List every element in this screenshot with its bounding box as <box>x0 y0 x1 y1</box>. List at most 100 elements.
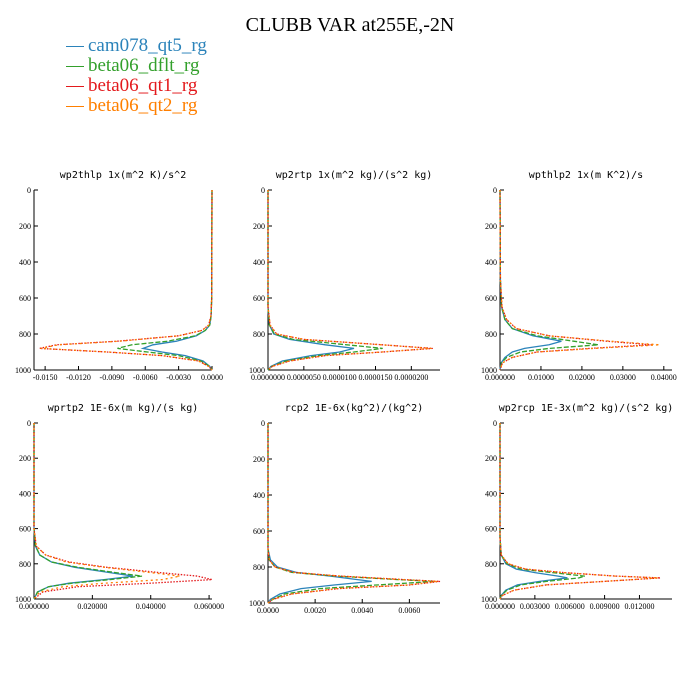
chart-panel: wprtp2 1E-6x(m kg)/(s kg) 0 200 400 600 800 10… <box>15 403 224 611</box>
y-tick-label: 800 <box>19 560 31 569</box>
legend-swatch <box>66 106 84 108</box>
chart-panel: wp2rcp 1E-3x(m^2 kg)/(s^2 kg)0 200 400 600 8… <box>481 403 673 611</box>
panel-title: wpthlp2 1x(m K^2)/s <box>529 170 643 181</box>
series-line <box>267 190 432 371</box>
x-tick-label: 0.012000 <box>624 602 654 611</box>
series-line <box>267 423 438 604</box>
y-tick-label: 600 <box>485 294 497 303</box>
panel-title: wprtp2 1E-6x(m kg)/(s kg) <box>48 403 199 414</box>
x-tick-label: 0.003000 <box>520 602 550 611</box>
y-tick-label: 200 <box>485 222 497 231</box>
y-tick-label: 0 <box>493 186 497 195</box>
chart-panel: wpthlp2 1x(m K^2)/s 0 200 400 600 800 10000.00… <box>481 170 677 382</box>
y-tick-label: 1000 <box>249 366 265 375</box>
x-tick-label: 0.03000 <box>610 373 636 382</box>
y-tick-label: 400 <box>19 258 31 267</box>
chart-panel: rcp2 1E-6x(kg^2)/(kg^2) 0 200 400 600 800 1000… <box>249 403 441 615</box>
x-tick-label: 0.02000 <box>569 373 595 382</box>
series-line <box>267 190 383 371</box>
series-line <box>499 189 652 371</box>
x-tick-label: 0.000000 <box>485 373 515 382</box>
y-tick-label: 600 <box>19 294 31 303</box>
legend-label: beta06_qt2_rg <box>88 95 198 116</box>
legend-entry: beta06_qt1_rg <box>66 76 207 96</box>
y-tick-label: 400 <box>253 258 265 267</box>
x-tick-label: 0.0000100 <box>323 373 357 382</box>
y-tick-label: 1000 <box>249 599 265 608</box>
legend-label: beta06_dflt_rg <box>88 55 200 76</box>
y-tick-label: 200 <box>19 454 31 463</box>
x-tick-label: 0.0000150 <box>359 373 393 382</box>
series-line <box>33 423 143 600</box>
x-tick-label: 0.04000 <box>651 373 677 382</box>
y-tick-label: 200 <box>485 454 497 463</box>
legend-swatch <box>66 66 84 68</box>
legend-swatch <box>66 46 84 48</box>
y-tick-label: 400 <box>19 489 31 498</box>
series-line <box>499 423 661 600</box>
legend-swatch <box>66 86 84 88</box>
panel-title: wp2rtp 1x(m^2 kg)/(s^2 kg) <box>276 170 433 181</box>
y-tick-label: 0 <box>493 419 497 428</box>
x-tick-label: -0.0150 <box>33 373 58 382</box>
y-tick-label: 0 <box>261 419 265 428</box>
x-tick-label: 0.0000 <box>201 373 223 382</box>
x-tick-label: 0.060000 <box>194 602 224 611</box>
series-line <box>499 423 585 600</box>
y-tick-label: 800 <box>485 560 497 569</box>
x-tick-label: 0.0060 <box>398 606 420 615</box>
x-tick-label: 0.040000 <box>136 602 166 611</box>
series-line <box>499 189 599 371</box>
series-line <box>40 189 213 371</box>
y-tick-label: 0 <box>261 186 265 195</box>
chart-panel: wp2thlp 1x(m^2 K)/s^202004006008001000-0… <box>15 170 223 382</box>
legend: cam078_qt5_rg beta06_dflt_rg beta06_qt1_… <box>66 36 207 116</box>
legend-entry: cam078_qt5_rg <box>66 36 207 56</box>
y-tick-label: 400 <box>485 489 497 498</box>
y-tick-label: 1000 <box>15 366 31 375</box>
y-tick-label: 600 <box>253 527 265 536</box>
x-tick-label: 0.020000 <box>77 602 107 611</box>
y-tick-label: 400 <box>485 258 497 267</box>
y-tick-label: 0 <box>27 419 31 428</box>
y-tick-label: 200 <box>253 222 265 231</box>
x-tick-label: 0.000000 <box>19 602 49 611</box>
legend-entry: beta06_dflt_rg <box>66 56 207 76</box>
x-tick-label: -0.0120 <box>66 373 91 382</box>
figure-title: CLUBB VAR at255E,-2N <box>245 14 455 36</box>
y-tick-label: 800 <box>253 563 265 572</box>
x-tick-label: -0.0060 <box>133 373 158 382</box>
y-tick-label: 1000 <box>15 595 31 604</box>
chart-panel: wp2rtp 1x(m^2 kg)/(s^2 kg) 0 200 400 600 800 1… <box>249 170 440 382</box>
y-tick-label: 600 <box>19 525 31 534</box>
x-tick-label: 0.0000 <box>257 606 279 615</box>
y-tick-label: 800 <box>253 330 265 339</box>
legend-entry: beta06_qt2_rg <box>66 96 207 116</box>
series-line <box>267 423 441 604</box>
y-tick-label: 1000 <box>481 366 497 375</box>
y-tick-label: 600 <box>253 294 265 303</box>
series-line <box>267 190 433 371</box>
series-line <box>267 190 355 371</box>
legend-label: beta06_qt1_rg <box>88 75 198 96</box>
panel-title: rcp2 1E-6x(kg^2)/(kg^2) <box>285 403 423 414</box>
series-line <box>499 423 659 600</box>
legend-label: cam078_qt5_rg <box>88 35 207 56</box>
y-tick-label: 600 <box>485 525 497 534</box>
x-tick-label: 0.0000000 <box>251 373 285 382</box>
y-tick-label: 0 <box>27 186 31 195</box>
x-tick-label: 0.01000 <box>528 373 554 382</box>
series-line <box>499 189 562 371</box>
x-tick-label: 0.0000050 <box>287 373 321 382</box>
series-line <box>39 189 213 371</box>
x-tick-label: 0.0040 <box>351 606 373 615</box>
y-tick-label: 800 <box>485 330 497 339</box>
x-tick-label: 0.000000 <box>485 602 515 611</box>
panel-title: wp2thlp 1x(m^2 K)/s^2 <box>60 170 186 181</box>
y-tick-label: 200 <box>19 222 31 231</box>
y-tick-label: 800 <box>19 330 31 339</box>
y-tick-label: 400 <box>253 491 265 500</box>
series-line <box>267 423 372 604</box>
x-tick-label: 0.009000 <box>590 602 620 611</box>
